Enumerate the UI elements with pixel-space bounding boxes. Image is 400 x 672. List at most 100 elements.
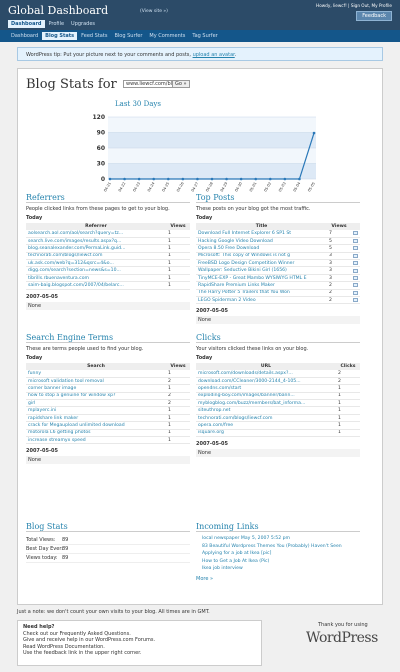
item-link[interactable]: opera.com/free bbox=[196, 421, 336, 430]
item-link[interactable]: tibrills.rbuenaventura.com bbox=[26, 274, 166, 283]
item-link[interactable]: microsoft validation tool removal bbox=[26, 377, 166, 386]
item-link[interactable]: RapidShare Premium Links Maker bbox=[196, 281, 327, 290]
item-link[interactable]: download.com/CCleaner/3000-2144_4-105... bbox=[196, 377, 336, 386]
item-link[interactable]: TinyMCE-EXP - Great Mambo WYSIWYG HTML E bbox=[196, 274, 327, 283]
column-header: Title bbox=[196, 223, 327, 230]
item-link[interactable]: mplayerc.ini bbox=[26, 406, 166, 415]
tip-link[interactable]: upload an avatar bbox=[192, 52, 235, 58]
column-header: Clicks bbox=[336, 363, 360, 370]
feedback-button[interactable]: Feedback bbox=[356, 11, 392, 21]
go-button[interactable]: Go » bbox=[172, 80, 190, 88]
tabs: Dashboard Profile Upgrades bbox=[8, 20, 99, 28]
point bbox=[239, 177, 243, 181]
table-row: download.com/CCleaner/3000-2144_4-105...… bbox=[196, 377, 360, 386]
count: 2 bbox=[336, 377, 360, 386]
item-link[interactable]: FreeBSD Logo Design Competition Winner bbox=[196, 259, 327, 268]
count: 1 bbox=[166, 252, 190, 261]
column-header: Search bbox=[26, 363, 166, 370]
count: 1 bbox=[336, 384, 360, 393]
item-link[interactable]: LEGO Spiderman 2 Video bbox=[196, 296, 327, 305]
count: 1 bbox=[166, 421, 190, 430]
subtab[interactable]: Dashboard bbox=[11, 33, 39, 39]
x-tick-label: 04-22 bbox=[118, 182, 127, 193]
item-link[interactable]: technorati.com/blogs/liewcf.com bbox=[196, 414, 336, 423]
user-links[interactable]: Howdy, liewcf! | Sign Out, My Profile bbox=[316, 3, 392, 8]
item-link[interactable]: crack for Megaupload unlimited download bbox=[26, 421, 166, 430]
item-link[interactable]: technorati.com/blogs/liewcf.com bbox=[26, 252, 166, 261]
count: 3 bbox=[327, 266, 351, 275]
view-site-link[interactable]: (View site ») bbox=[140, 9, 168, 14]
item-link[interactable]: funny bbox=[26, 370, 166, 378]
item-link[interactable]: The Harry Potter 5 Trailers that You Won bbox=[196, 289, 327, 298]
subtab[interactable]: Feed Stats bbox=[81, 33, 108, 39]
item-link[interactable]: Download Full Internet Explorer 6 SP1 St bbox=[196, 230, 327, 238]
subtab[interactable]: My Comments bbox=[149, 33, 186, 39]
graph-icon[interactable] bbox=[353, 239, 358, 244]
subtab[interactable]: Blog Surfer bbox=[114, 33, 143, 39]
table-row: exploding-boy.com/images/banner/bann... 1 bbox=[196, 392, 360, 401]
graph-icon[interactable] bbox=[353, 253, 358, 258]
table-row: FreeBSD Logo Design Competition Winner 3 bbox=[196, 259, 360, 268]
incoming-link[interactable]: 83 Beautiful Wordpress Themes You (Proba… bbox=[202, 543, 342, 549]
item-link[interactable]: microsoft.com/downloads/details.aspx?... bbox=[196, 370, 336, 378]
tab[interactable]: Dashboard bbox=[8, 20, 45, 28]
summary-panel: Blog Stats Total Views: 89 Best Day Ever:8… bbox=[26, 522, 190, 591]
graph-icon[interactable] bbox=[353, 283, 358, 288]
stats-table: Search Views funny 1 microsoft validation to… bbox=[26, 363, 190, 445]
incoming-link[interactable]: Ikea job interview bbox=[202, 566, 243, 571]
graph-icon[interactable] bbox=[353, 231, 358, 236]
subtab[interactable]: Tag Surfer bbox=[192, 33, 218, 39]
stats-panel: Top Posts These posts on your blog got th… bbox=[196, 193, 360, 325]
item-link[interactable]: Hacking Google Video Download bbox=[196, 237, 327, 246]
yesterday-label: 2007-05-05 bbox=[26, 448, 58, 455]
item-link[interactable]: corner banner image bbox=[26, 384, 166, 393]
graph-icon[interactable] bbox=[353, 298, 358, 303]
yesterday-text: None bbox=[196, 449, 360, 458]
tab[interactable]: Upgrades bbox=[71, 21, 96, 27]
item-link[interactable]: saim-baig.blogspot.com/2007/04/belarc... bbox=[26, 281, 166, 290]
item-link[interactable]: exploding-boy.com/images/banner/bann... bbox=[196, 392, 336, 401]
summary-label: Views today: bbox=[26, 555, 58, 561]
item-link[interactable]: girl bbox=[26, 399, 166, 408]
count: 2 bbox=[166, 399, 190, 408]
chart-band bbox=[108, 163, 316, 179]
more-link[interactable]: More » bbox=[196, 575, 214, 582]
item-link[interactable]: how to stop a genuine for window xp? bbox=[26, 392, 166, 401]
item-link[interactable]: myblogblog.com/buzz/members/bat_informa.… bbox=[196, 399, 336, 408]
item-link[interactable]: motorola L6 getting photos bbox=[26, 429, 166, 438]
panel-title: Incoming Links bbox=[196, 522, 360, 532]
graph-icon[interactable] bbox=[353, 246, 358, 251]
graph-icon[interactable] bbox=[353, 268, 358, 273]
header-row: Title Views bbox=[196, 223, 360, 230]
table-row: aolsearch.aol.com/aol/search?query=tz...… bbox=[26, 230, 190, 238]
graph-icon[interactable] bbox=[353, 261, 358, 266]
item-link[interactable]: isquare.org bbox=[196, 429, 336, 438]
subtab[interactable]: Blog Stats bbox=[42, 32, 78, 40]
item-link[interactable]: rapidshare link maker bbox=[26, 414, 166, 423]
incoming-link[interactable]: How to Get a Job At Ikea (Pic) bbox=[202, 558, 270, 564]
incoming-link[interactable]: local newspaper May 5, 2007 5:52 pm bbox=[202, 536, 290, 541]
table-row: opera.com/free 1 bbox=[196, 421, 360, 430]
item-link[interactable]: Wallpaper: Seductive Bikini Girl (1656) bbox=[196, 266, 327, 275]
item-link[interactable]: Opera 8.50 Free Download bbox=[196, 244, 327, 253]
item-link[interactable]: increase streamyx speed bbox=[26, 436, 166, 445]
point bbox=[108, 177, 112, 181]
item-link[interactable]: aolsearch.aol.com/aol/search?query=tz... bbox=[26, 230, 166, 238]
item-link[interactable]: uk.ask.com/web?q=312&qsrc=4&o... bbox=[26, 259, 166, 268]
item-link[interactable]: Microsoft: This copy of Windows is not g bbox=[196, 252, 327, 261]
graph-icon[interactable] bbox=[353, 290, 358, 295]
point bbox=[298, 177, 301, 181]
incoming-link[interactable]: Applying for a job at Ikea [pic] bbox=[202, 551, 272, 556]
point bbox=[181, 177, 185, 181]
y-tick-label: 120 bbox=[92, 114, 105, 121]
item-link[interactable]: search.live.com/images/results.aspx?q... bbox=[26, 237, 166, 246]
table-row: The Harry Potter 5 Trailers that You Won… bbox=[196, 289, 360, 298]
tab[interactable]: Profile bbox=[48, 21, 65, 27]
item-link[interactable]: siteuthrop.net bbox=[196, 406, 336, 415]
table-row: tibrills.rbuenaventura.com 1 bbox=[26, 274, 190, 283]
item-link[interactable]: blog.seanalexander.com/PermaLink.guid... bbox=[26, 244, 166, 253]
item-link[interactable]: digg.com/search?section=news&s=10... bbox=[26, 266, 166, 275]
yesterday-label: 2007-05-05 bbox=[196, 441, 228, 448]
item-link[interactable]: opendns.com/start bbox=[196, 384, 336, 393]
graph-icon[interactable] bbox=[353, 276, 358, 281]
